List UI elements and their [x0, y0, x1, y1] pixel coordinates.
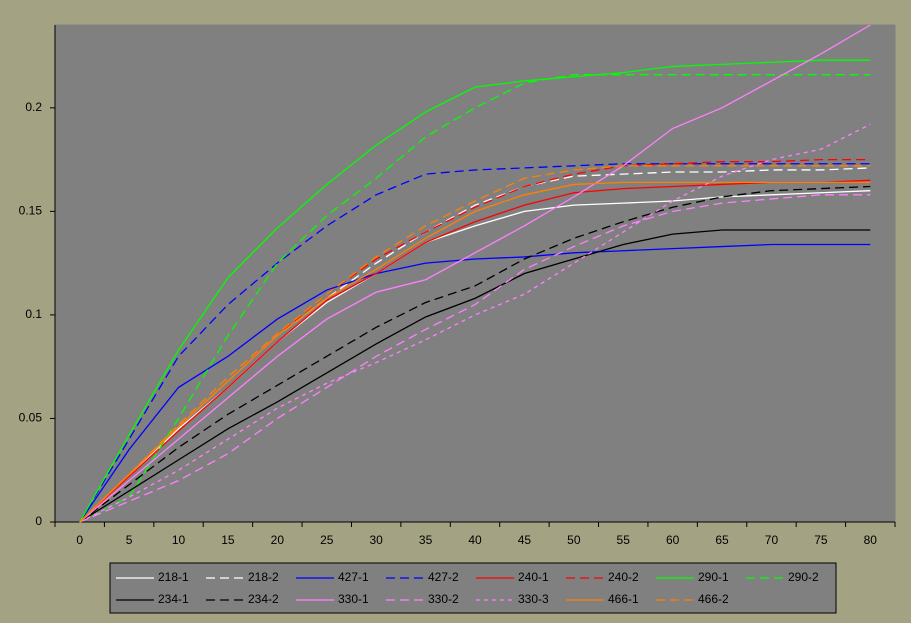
x-tick-label: 20 [271, 533, 285, 547]
legend-label: 330-3 [518, 592, 549, 606]
legend-label: 330-1 [338, 592, 369, 606]
x-tick-label: 65 [715, 533, 729, 547]
x-tick-label: 75 [814, 533, 828, 547]
y-tick-label: 0.2 [25, 100, 42, 114]
series-line [79, 194, 871, 523]
legend-label: 427-2 [428, 570, 459, 584]
legend-label: 234-2 [248, 592, 279, 606]
x-tick-label: 10 [172, 533, 186, 547]
plot-area [54, 24, 896, 523]
x-tick-label: 40 [468, 533, 482, 547]
legend-label: 234-1 [158, 592, 189, 606]
x-tick-label: 25 [320, 533, 334, 547]
legend-label: 466-2 [698, 592, 729, 606]
x-tick-label: 35 [419, 533, 433, 547]
y-tick-label: 0.15 [19, 204, 43, 218]
series-line [79, 185, 871, 523]
x-tick-label: 30 [369, 533, 383, 547]
x-tick-label: 55 [617, 533, 631, 547]
y-tick-label: 0 [35, 514, 42, 528]
x-tick-label: 60 [666, 533, 680, 547]
legend [109, 562, 837, 614]
x-tick-label: 5 [126, 533, 133, 547]
x-tick-label: 50 [567, 533, 581, 547]
legend-label: 240-1 [518, 570, 549, 584]
legend-label: 218-1 [158, 570, 189, 584]
x-tick-label: 70 [765, 533, 779, 547]
series-line [79, 163, 871, 523]
legend-label: 427-1 [338, 570, 369, 584]
x-tick-label: 15 [221, 533, 235, 547]
x-tick-label: 80 [864, 533, 878, 547]
x-tick-label: 45 [518, 533, 532, 547]
legend-label: 290-1 [698, 570, 729, 584]
series-line [79, 243, 871, 523]
x-tick-label: 0 [76, 533, 83, 547]
legend-label: 330-2 [428, 592, 459, 606]
legend-label: 466-1 [608, 592, 639, 606]
series-line [79, 229, 871, 523]
series-line [79, 179, 871, 523]
series-line [79, 165, 871, 523]
series-line [79, 59, 871, 523]
series-line [79, 74, 871, 523]
series-line [79, 24, 871, 523]
series-line [79, 181, 871, 523]
legend-label: 290-2 [788, 570, 819, 584]
y-tick-label: 0.1 [25, 307, 42, 321]
legend-label: 240-2 [608, 570, 639, 584]
legend-label: 218-2 [248, 570, 279, 584]
y-tick-label: 0.05 [19, 411, 43, 425]
